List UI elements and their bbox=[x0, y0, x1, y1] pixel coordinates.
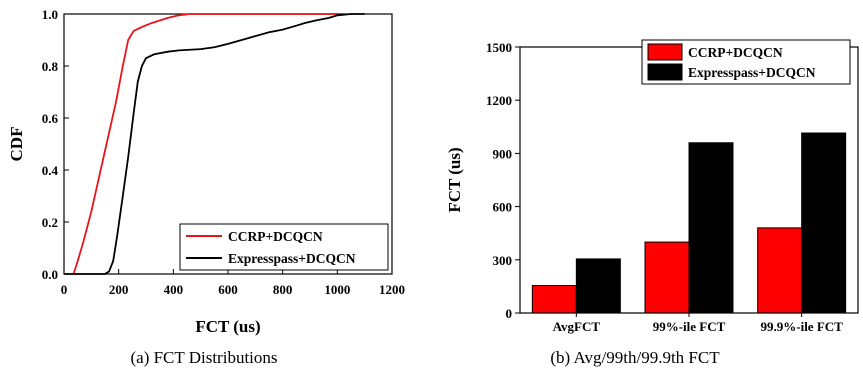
y-tick-label: 0 bbox=[506, 306, 513, 321]
caption-b: (b) Avg/99th/99.9th FCT bbox=[550, 348, 720, 367]
y-axis-label: CDF bbox=[7, 127, 26, 162]
legend: CCRP+DCQCN Expresspass+DCQCN bbox=[641, 39, 851, 85]
y-tick-label: 1500 bbox=[486, 40, 512, 55]
bars bbox=[531, 132, 847, 314]
series-line-ccrp bbox=[72, 13, 338, 275]
legend-swatch-ccrp bbox=[647, 43, 683, 61]
bar-chart: 0 300 600 900 1200 1500 AvgFCT 99%-ile FCT 99.9%… bbox=[445, 39, 859, 367]
y-tick-label: 600 bbox=[493, 200, 513, 215]
x-tick-label: 1000 bbox=[324, 282, 350, 297]
y-tick-label: 1200 bbox=[486, 93, 512, 108]
y-tick-label: 1.0 bbox=[42, 7, 58, 22]
y-tick-label: 0.8 bbox=[42, 59, 59, 74]
y-tick-label: 0.6 bbox=[42, 111, 59, 126]
y-tick-label: 0.0 bbox=[42, 267, 58, 282]
axis-ticks: 0 200 400 600 800 1000 1200 0.0 0.2 0.4 0.6 0.8 1.0 bbox=[42, 7, 405, 297]
x-axis-label: FCT (us) bbox=[195, 317, 260, 336]
x-tick-label: AvgFCT bbox=[553, 319, 601, 334]
series-line-expresspass bbox=[64, 13, 365, 275]
series-lines bbox=[64, 13, 365, 275]
x-tick-label: 0 bbox=[61, 282, 68, 297]
x-tick-label: 600 bbox=[218, 282, 238, 297]
legend-label-ccrp: CCRP+DCQCN bbox=[228, 229, 323, 244]
bar-ccrp bbox=[531, 285, 577, 314]
cdf-chart: 0 200 400 600 800 1000 12000.00.20.40.60.81.0 … bbox=[7, 7, 405, 367]
legend-label-expresspass: Expresspass+DCQCN bbox=[688, 65, 816, 80]
x-tick-label: 400 bbox=[164, 282, 184, 297]
bar-expresspass bbox=[801, 132, 847, 314]
legend-label-expresspass: Expresspass+DCQCN bbox=[228, 251, 356, 266]
x-tick-label: 200 bbox=[109, 282, 129, 297]
axis-ticks: 0 300 600 900 1200 1500 AvgFCT 99%-ile FCT 99.9%… bbox=[486, 40, 843, 334]
bar-ccrp bbox=[644, 241, 690, 314]
x-tick-label: 1200 bbox=[379, 282, 405, 297]
legend-label-ccrp: CCRP+DCQCN bbox=[688, 45, 783, 60]
y-tick-label: 300 bbox=[493, 253, 513, 268]
y-tick-label: 900 bbox=[493, 146, 513, 161]
caption-a: (a) FCT Distributions bbox=[130, 348, 277, 367]
y-tick-label: 0.2 bbox=[42, 215, 58, 230]
x-tick-label: 99.9%-ile FCT bbox=[761, 319, 844, 334]
legend-swatch-expresspass bbox=[647, 63, 683, 81]
bar-expresspass bbox=[575, 258, 621, 314]
x-tick-label: 99%-ile FCT bbox=[653, 319, 726, 334]
bar-expresspass bbox=[688, 142, 734, 314]
y-tick-label: 0.4 bbox=[42, 163, 59, 178]
y-axis-label: FCT (us) bbox=[445, 147, 464, 212]
x-tick-label: 800 bbox=[273, 282, 293, 297]
legend: CCRP+DCQCN Expresspass+DCQCN bbox=[179, 223, 389, 271]
bar-ccrp bbox=[757, 227, 803, 314]
legend-box bbox=[179, 223, 389, 271]
